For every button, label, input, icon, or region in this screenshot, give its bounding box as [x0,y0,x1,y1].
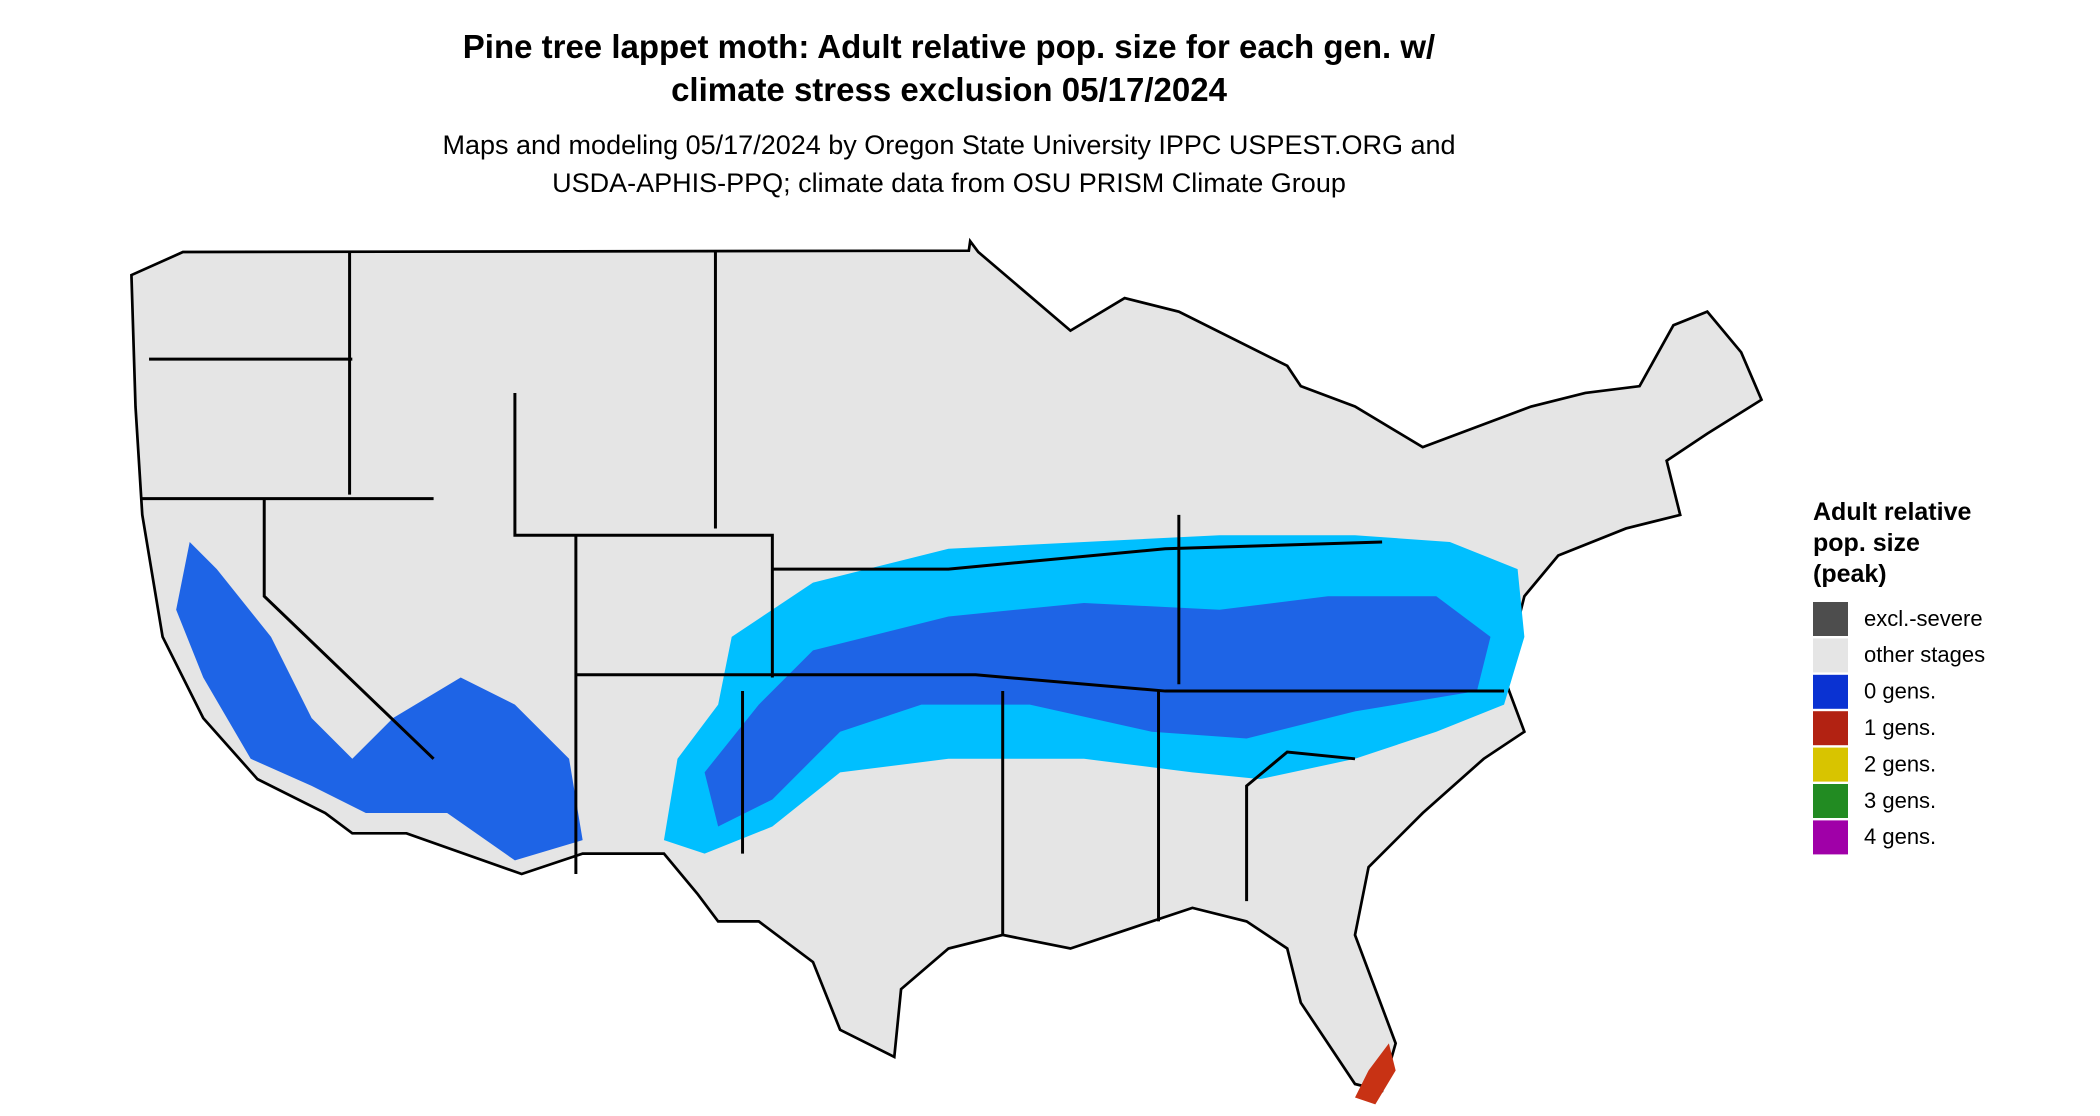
subtitle-line: Maps and modeling 05/17/2024 by Oregon S… [442,130,1455,160]
legend-swatch [1813,674,1848,709]
legend-label: 0 gens. [1864,679,1936,704]
legend-title: Adult relative [1813,498,1971,526]
legend-label: 2 gens. [1864,751,1936,776]
legend-label: 4 gens. [1864,824,1936,849]
state-lines [142,252,1505,935]
legend-label: 1 gens. [1864,715,1936,740]
legend: Adult relative pop. size (peak) excl.-se… [1813,498,1985,855]
legend-swatch [1813,638,1848,673]
state-line [575,673,1505,693]
title-line: climate stress exclusion 05/17/2024 [671,71,1228,108]
state-line [513,392,774,678]
pop-fl [1355,1043,1396,1105]
legend-swatch [1813,602,1848,636]
state-line [772,540,1383,571]
legend-title: pop. size [1813,529,1920,557]
legend-swatch [1813,711,1848,746]
legend-label: other stages [1864,642,1985,667]
pop-dark [704,596,1491,827]
legend-swatch [1813,784,1848,818]
state-line [262,498,435,760]
title-line: Pine tree lappet moth: Adult relative po… [463,28,1435,65]
pop-west [176,542,583,861]
state-line [1245,750,1356,902]
legend-swatch [1813,747,1848,782]
map [130,237,1764,1105]
legend-label: excl.-severe [1864,606,1983,631]
legend-title: (peak) [1813,560,1887,588]
subtitle-line: USDA-APHIS-PPQ; climate data from OSU PR… [552,168,1346,198]
legend-swatch [1813,820,1848,855]
legend-label: 3 gens. [1864,788,1936,813]
